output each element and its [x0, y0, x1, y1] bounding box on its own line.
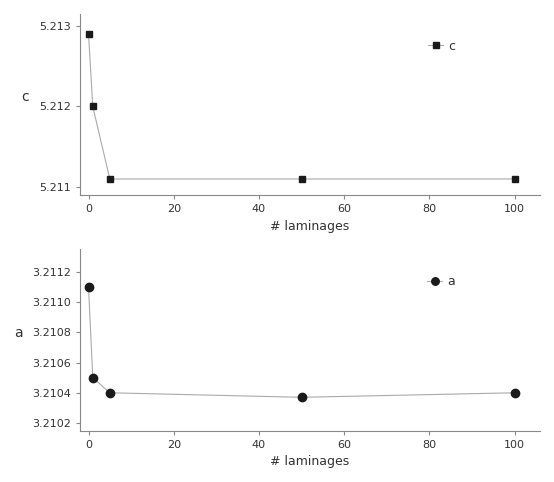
a: [511, 390, 518, 396]
Line: a: a: [84, 283, 519, 402]
c: [106, 176, 113, 182]
X-axis label: # laminages: # laminages: [270, 455, 350, 468]
Legend: c: c: [423, 35, 460, 58]
a: [85, 284, 92, 290]
Y-axis label: a: a: [14, 326, 23, 340]
a: [106, 390, 113, 396]
X-axis label: # laminages: # laminages: [270, 220, 350, 233]
Y-axis label: c: c: [22, 91, 29, 105]
c: [298, 176, 305, 182]
c: [85, 31, 92, 37]
Line: c: c: [85, 30, 518, 183]
c: [511, 176, 518, 182]
c: [89, 104, 96, 109]
Legend: a: a: [423, 270, 460, 293]
a: [298, 394, 305, 400]
a: [89, 375, 96, 381]
